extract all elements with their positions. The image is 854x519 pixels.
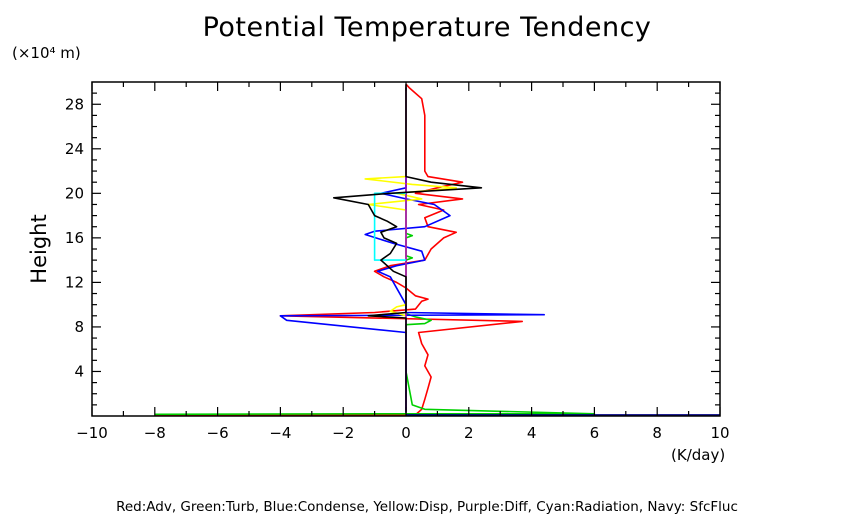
series-line-yellow: [364, 87, 458, 317]
y-tick-label: 28: [65, 95, 84, 113]
y-tick-label: 24: [65, 140, 84, 158]
x-tick-label: −8: [144, 424, 166, 442]
legend-caption: Red:Adv, Green:Turb, Blue:Condense, Yell…: [116, 499, 738, 515]
y-tick-label: 8: [74, 318, 84, 336]
series-line-black: [332, 84, 483, 413]
y-tick-label: 20: [65, 184, 84, 202]
series-line-red: [154, 83, 524, 416]
x-tick-label: −6: [207, 424, 229, 442]
y-tick-label: 12: [65, 273, 84, 291]
x-tick-label: −2: [332, 424, 354, 442]
x-tick-label: −10: [76, 424, 108, 442]
x-axis-unit-label: (K/day): [671, 446, 726, 464]
x-tick-label: 4: [527, 424, 537, 442]
x-tick-label: 2: [464, 424, 474, 442]
x-tick-label: 6: [590, 424, 600, 442]
series-line-green: [154, 87, 596, 416]
x-tick-label: −4: [269, 424, 291, 442]
y-tick-label: 4: [74, 362, 84, 380]
x-tick-label: 0: [401, 424, 411, 442]
series-line-blue: [279, 87, 546, 411]
y-tick-label: 16: [65, 229, 84, 247]
y-axis-unit-label: (×10⁴ m): [12, 44, 81, 62]
series-layer: [154, 83, 720, 416]
ticks-layer: [91, 82, 721, 416]
x-tick-label: 10: [710, 424, 729, 442]
chart-title: Potential Temperature Tendency: [202, 12, 652, 43]
x-tick-label: 8: [652, 424, 662, 442]
